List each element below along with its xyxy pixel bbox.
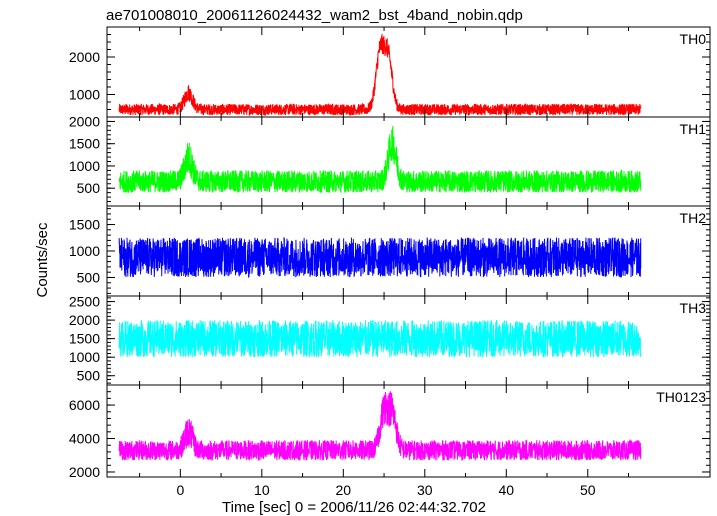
y-tick-label: 2000: [69, 464, 100, 480]
panel-th0123: 2000 4000 6000 TH0123: [69, 384, 711, 480]
x-axis-label: Time [sec] 0 = 2006/11/26 02:44:32.702: [222, 499, 486, 516]
panel-label-th0: TH0: [680, 31, 707, 47]
panel-label-th0123: TH0123: [656, 389, 706, 405]
panels-group: 1000 2000 TH0 500 1000 1500 2000 TH1 500 1000 1500…: [69, 26, 711, 480]
y-tick-label: 1000: [69, 158, 100, 174]
y-tick-label: 500: [77, 368, 101, 384]
series-th1-line: [118, 125, 642, 194]
panel-frame: [106, 116, 711, 207]
x-tick-label: 50: [580, 482, 596, 498]
y-tick-label: 2000: [69, 49, 100, 65]
x-tick-label: 20: [336, 482, 352, 498]
y-tick-label: 500: [77, 269, 101, 285]
y-tick-label: 2000: [69, 113, 100, 129]
series-th0-line: [118, 34, 642, 117]
series-th2-line: [118, 237, 642, 279]
y-tick-label: 2000: [69, 312, 100, 328]
series-th0123-line: [118, 391, 642, 462]
panel-label-th3: TH3: [680, 300, 707, 316]
panel-frame: [106, 384, 711, 478]
chart-title: ae701008010_20061126024432_wam2_bst_4ban…: [106, 7, 523, 24]
y-tick-label: 4000: [69, 431, 100, 447]
panel-th1: 500 1000 1500 2000 TH1: [69, 113, 711, 207]
panel-th0: 1000 2000 TH0: [69, 26, 711, 118]
panel-label-th2: TH2: [680, 210, 707, 226]
panel-th2: 500 1000 1500 TH2: [69, 205, 711, 297]
y-tick-label: 1000: [69, 243, 100, 259]
y-tick-label: 6000: [69, 397, 100, 413]
x-tick-label: 40: [498, 482, 514, 498]
panel-th3: 500 1000 1500 2000 2500 TH3: [69, 294, 711, 386]
series-th3-line: [118, 319, 642, 358]
y-tick-label: 1500: [69, 136, 100, 152]
y-tick-label: 1000: [69, 87, 100, 103]
y-axis-label: Counts/sec: [34, 222, 51, 298]
x-tick-label: 30: [417, 482, 433, 498]
y-tick-label: 500: [77, 180, 101, 196]
x-tick-label: 10: [254, 482, 270, 498]
y-tick-label: 1000: [69, 349, 100, 365]
x-tick-label: 0: [176, 482, 184, 498]
y-tick-label: 1500: [69, 331, 100, 347]
x-axis: 0 10 20 30 40 50: [176, 482, 595, 498]
y-tick-label: 1500: [69, 217, 100, 233]
y-tick-label: 2500: [69, 294, 100, 310]
panel-label-th1: TH1: [680, 121, 707, 137]
